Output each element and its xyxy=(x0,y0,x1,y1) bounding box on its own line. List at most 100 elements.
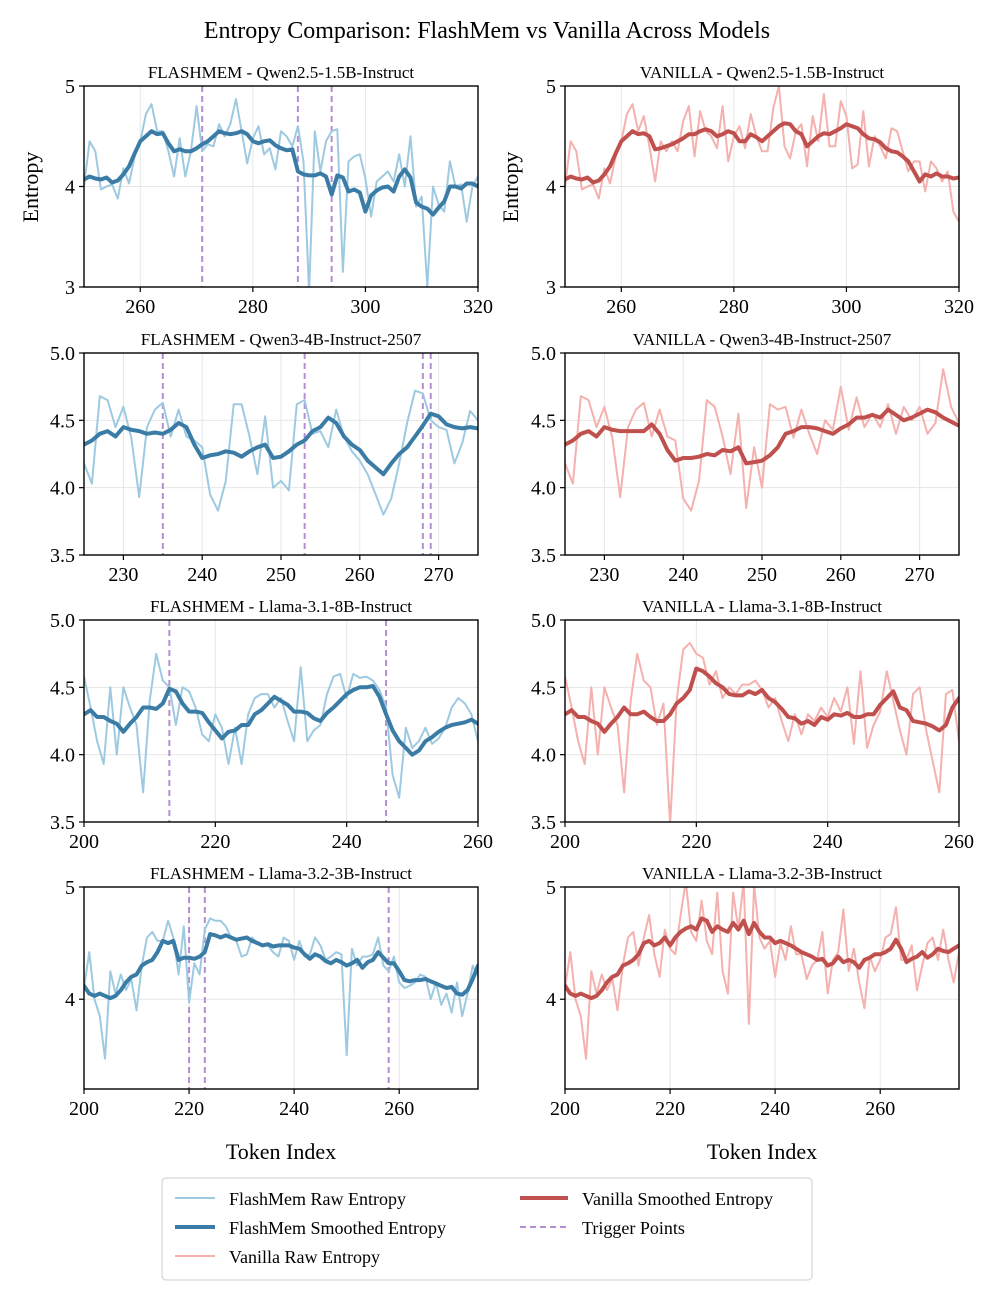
raw-entropy-line xyxy=(565,86,959,223)
x-tick-label: 200 xyxy=(69,1098,99,1120)
x-tick-label: 240 xyxy=(668,564,698,586)
subplot-title: VANILLA - Qwen3-4B-Instruct-2507 xyxy=(633,330,892,349)
raw-entropy-line xyxy=(565,641,959,822)
smoothed-entropy-line xyxy=(84,684,478,757)
legend-label-flash-smooth: FlashMem Smoothed Entropy xyxy=(229,1218,446,1238)
subplot-8: VANILLA - Llama-3.2-3B-Instruct 200 220 240… xyxy=(546,864,960,1120)
smoothed-entropy-line xyxy=(565,916,959,1001)
legend-frame xyxy=(161,1177,813,1281)
axes-frame xyxy=(83,619,479,823)
y-tick-label: 3 xyxy=(65,277,75,299)
x-tick-label: 220 xyxy=(681,831,711,853)
x-tick-label: 220 xyxy=(655,1098,685,1120)
smoothed-entropy-line xyxy=(84,411,478,477)
x-tick-label: 250 xyxy=(747,564,777,586)
legend: FlashMem Raw Entropy FlashMem Smoothed E… xyxy=(161,1177,813,1281)
x-tick-label: 240 xyxy=(279,1098,309,1120)
y-tick-label: 5 xyxy=(546,877,556,899)
subplot-title: FLASHMEM - Llama-3.1-8B-Instruct xyxy=(150,597,412,616)
raw-entropy-line xyxy=(84,98,478,287)
smoothed-entropy-line xyxy=(565,666,959,734)
subplot-title: FLASHMEM - Llama-3.2-3B-Instruct xyxy=(150,864,412,883)
x-tick-label: 260 xyxy=(606,296,636,318)
x-tick-label: 230 xyxy=(108,564,138,586)
x-tick-label: 260 xyxy=(944,831,974,853)
smoothed-entropy-line xyxy=(565,407,959,466)
y-tick-label: 4.5 xyxy=(531,677,556,699)
x-tick-label: 260 xyxy=(826,564,856,586)
x-tick-label: 200 xyxy=(550,831,580,853)
y-tick-label: 3.5 xyxy=(50,812,75,834)
raw-entropy-line xyxy=(84,652,478,799)
subplot-7: FLASHMEM - Llama-3.2-3B-Instruct 200 220 24… xyxy=(65,864,479,1120)
x-tick-label: 240 xyxy=(760,1098,790,1120)
legend-label-vanilla-smooth: Vanilla Smoothed Entropy xyxy=(582,1189,773,1209)
x-tick-label: 260 xyxy=(345,564,375,586)
subplot-title: FLASHMEM - Qwen3-4B-Instruct-2507 xyxy=(141,330,422,349)
x-tick-label: 200 xyxy=(550,1098,580,1120)
subplot-title: VANILLA - Llama-3.2-3B-Instruct xyxy=(642,864,882,883)
subplot-4: VANILLA - Qwen3-4B-Instruct-2507 230 240 25… xyxy=(531,330,960,586)
x-tick-label: 240 xyxy=(187,564,217,586)
x-tick-label: 320 xyxy=(463,296,493,318)
y-tick-label: 4.5 xyxy=(531,410,556,432)
x-axis-label-left: Token Index xyxy=(226,1139,336,1164)
y-tick-label: 3.5 xyxy=(531,545,556,567)
x-tick-label: 260 xyxy=(463,831,493,853)
subplot-2: VANILLA - Qwen2.5-1.5B-Instruct 260 280 300… xyxy=(546,63,974,318)
x-tick-label: 300 xyxy=(350,296,380,318)
x-tick-label: 200 xyxy=(69,831,99,853)
axes-frame xyxy=(564,886,960,1090)
y-tick-label: 4 xyxy=(65,177,75,199)
y-tick-label: 4 xyxy=(546,177,556,199)
subplot-title: FLASHMEM - Qwen2.5-1.5B-Instruct xyxy=(148,63,415,82)
y-tick-label: 4.0 xyxy=(50,478,75,500)
y-tick-label: 5 xyxy=(65,877,75,899)
subplot-3: FLASHMEM - Qwen3-4B-Instruct-2507 230 240 2… xyxy=(50,330,479,586)
y-tick-label: 4 xyxy=(65,989,75,1011)
figure-title: Entropy Comparison: FlashMem vs Vanilla … xyxy=(204,18,770,44)
x-tick-label: 220 xyxy=(174,1098,204,1120)
smoothed-entropy-line xyxy=(84,129,478,217)
raw-entropy-line xyxy=(84,389,478,516)
subplot-5: FLASHMEM - Llama-3.1-8B-Instruct 200 220 24… xyxy=(50,597,493,853)
x-tick-label: 320 xyxy=(944,296,974,318)
y-tick-label: 4.0 xyxy=(531,745,556,767)
y-tick-label: 4.0 xyxy=(50,745,75,767)
x-tick-label: 270 xyxy=(905,564,935,586)
x-tick-label: 260 xyxy=(865,1098,895,1120)
x-tick-label: 240 xyxy=(332,831,362,853)
axes-frame xyxy=(83,886,479,1090)
subplots: FLASHMEM - Qwen2.5-1.5B-Instruct 260 280 30… xyxy=(50,63,974,1120)
x-tick-label: 280 xyxy=(238,296,268,318)
x-tick-label: 270 xyxy=(424,564,454,586)
raw-entropy-line xyxy=(84,917,478,1060)
x-tick-label: 240 xyxy=(813,831,843,853)
subplot-title: VANILLA - Qwen2.5-1.5B-Instruct xyxy=(640,63,885,82)
subplot-1: FLASHMEM - Qwen2.5-1.5B-Instruct 260 280 30… xyxy=(65,63,493,318)
legend-label-trigger: Trigger Points xyxy=(582,1218,685,1238)
x-tick-label: 300 xyxy=(831,296,861,318)
raw-entropy-line xyxy=(565,368,959,512)
y-tick-label: 5.0 xyxy=(50,343,75,365)
y-tick-label: 5.0 xyxy=(531,610,556,632)
legend-label-vanilla-raw: Vanilla Raw Entropy xyxy=(229,1247,380,1267)
x-tick-label: 220 xyxy=(200,831,230,853)
y-tick-label: 5 xyxy=(65,76,75,98)
y-tick-label: 4.5 xyxy=(50,677,75,699)
y-tick-label: 4.0 xyxy=(531,478,556,500)
x-tick-label: 280 xyxy=(719,296,749,318)
y-tick-label: 4.5 xyxy=(50,410,75,432)
x-tick-label: 260 xyxy=(384,1098,414,1120)
y-axis-label-top-left: Entropy xyxy=(18,152,43,223)
y-tick-label: 3.5 xyxy=(50,545,75,567)
smoothed-entropy-line xyxy=(565,121,959,185)
subplot-title: VANILLA - Llama-3.1-8B-Instruct xyxy=(642,597,882,616)
x-tick-label: 230 xyxy=(589,564,619,586)
smoothed-entropy-line xyxy=(84,932,478,1001)
y-tick-label: 3 xyxy=(546,277,556,299)
subplot-6: VANILLA - Llama-3.1-8B-Instruct 200 220 240… xyxy=(531,597,974,853)
y-tick-label: 4 xyxy=(546,989,556,1011)
y-tick-label: 3.5 xyxy=(531,812,556,834)
